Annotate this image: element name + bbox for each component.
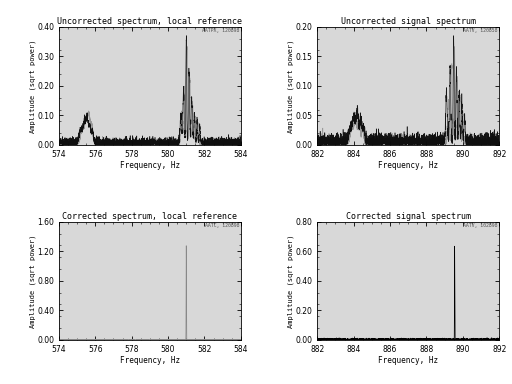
X-axis label: Frequency, Hz: Frequency, Hz <box>120 161 180 170</box>
Y-axis label: Amplitude (sqrt power): Amplitude (sqrt power) <box>288 234 294 328</box>
Y-axis label: Amplitude (sqrt power): Amplitude (sqrt power) <box>288 39 294 133</box>
Title: Corrected spectrum, local reference: Corrected spectrum, local reference <box>62 212 238 221</box>
X-axis label: Frequency, Hz: Frequency, Hz <box>378 356 438 365</box>
Text: AATC, 120898: AATC, 120898 <box>204 223 239 228</box>
X-axis label: Frequency, Hz: Frequency, Hz <box>120 356 180 365</box>
Title: Uncorrected signal spectrum: Uncorrected signal spectrum <box>340 17 476 26</box>
Y-axis label: Amplitude (sqrt power): Amplitude (sqrt power) <box>29 39 36 133</box>
Y-axis label: Amplitude (sqrt power): Amplitude (sqrt power) <box>29 234 36 328</box>
X-axis label: Frequency, Hz: Frequency, Hz <box>378 161 438 170</box>
Text: AATPX, 120898: AATPX, 120898 <box>202 28 239 33</box>
Title: Corrected signal spectrum: Corrected signal spectrum <box>346 212 471 221</box>
Text: AATV, 102898: AATV, 102898 <box>463 223 497 228</box>
Title: Uncorrected spectrum, local reference: Uncorrected spectrum, local reference <box>57 17 242 26</box>
Text: AATV, 120858: AATV, 120858 <box>463 28 497 33</box>
